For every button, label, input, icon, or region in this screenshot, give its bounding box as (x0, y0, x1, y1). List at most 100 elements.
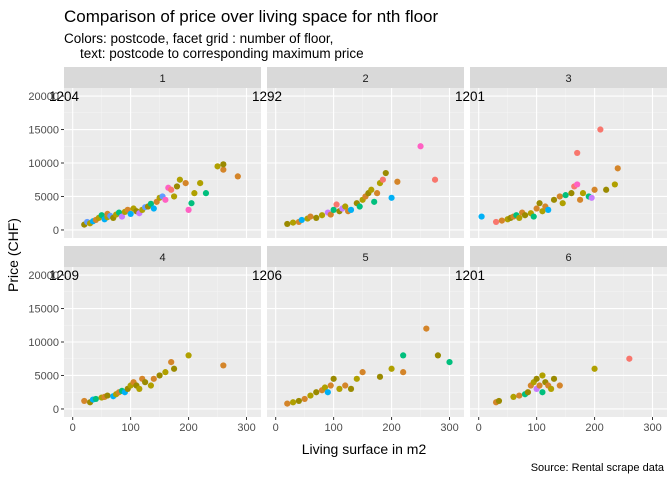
data-point (170, 365, 178, 372)
data-point (127, 210, 134, 217)
data-point (400, 352, 407, 359)
data-point (342, 203, 349, 210)
data-point (321, 384, 329, 391)
chart-subtitle-line-1: Colors: postcode, facet grid : number of… (64, 31, 333, 46)
data-point (284, 220, 291, 228)
data-point (330, 375, 337, 382)
max-price-postcode-label: 1201 (455, 89, 485, 104)
chart-caption: Source: Rental scrape data (531, 462, 665, 474)
y-axis-title: Price (CHF) (5, 218, 21, 292)
data-point (556, 193, 563, 200)
facet-strip-label: 4 (159, 252, 165, 264)
facet-panel-6: 6 1201 0 100 200 300 (455, 246, 667, 434)
data-point (156, 372, 163, 379)
data-point (307, 213, 314, 220)
chart-title: Comparison of price over living space fo… (64, 7, 439, 26)
data-point (533, 205, 540, 212)
data-point (591, 365, 598, 372)
facet-strip-label: 5 (362, 252, 368, 264)
data-point (301, 395, 308, 403)
data-point (556, 382, 563, 389)
data-point (142, 379, 149, 386)
data-point (81, 397, 88, 405)
data-point (318, 212, 326, 219)
data-point (379, 176, 386, 183)
data-point (423, 325, 430, 332)
data-point (185, 352, 192, 359)
data-point (330, 206, 337, 213)
x-tick-label: 200 (179, 422, 197, 434)
data-point (591, 186, 598, 193)
data-point (539, 389, 546, 396)
facet-strip-label: 3 (565, 73, 571, 85)
facet-panels: 1120405000100001500020000212923120141209… (28, 67, 667, 434)
data-point (347, 206, 355, 213)
y-tick-label: 5000 (35, 191, 59, 203)
y-tick-label: 20000 (28, 270, 59, 282)
max-price-postcode-label: 1292 (252, 89, 282, 104)
data-point (220, 362, 227, 369)
max-price-postcode-label: 1204 (49, 89, 80, 104)
max-price-postcode-label: 1201 (455, 268, 485, 283)
data-point (533, 375, 540, 382)
data-point (313, 389, 320, 396)
data-point (492, 218, 500, 226)
data-point (336, 385, 343, 392)
data-point (550, 375, 558, 382)
data-point (434, 352, 442, 359)
data-point (214, 163, 221, 170)
data-point (417, 143, 424, 150)
x-tick-label: 0 (476, 422, 482, 434)
data-point (382, 169, 389, 177)
facet-strip (267, 67, 464, 88)
data-point (176, 176, 183, 183)
chart-subtitle-line-2: text: postcode to corresponding maximum … (80, 46, 364, 61)
y-tick-label: 15000 (28, 304, 59, 316)
data-point (197, 179, 204, 187)
x-axis-title: Living surface in m2 (302, 441, 427, 457)
data-point (162, 369, 169, 376)
x-tick-label: 200 (382, 422, 400, 434)
facet-strip (64, 246, 261, 267)
data-point (611, 181, 618, 188)
data-point (284, 400, 291, 407)
x-tick-label: 100 (121, 422, 139, 434)
data-point (347, 385, 355, 392)
data-point (295, 397, 302, 405)
data-point (431, 176, 439, 183)
y-tick-label: 20000 (28, 91, 59, 103)
facet-strip (267, 246, 464, 267)
data-point (147, 200, 155, 207)
data-point (356, 203, 363, 210)
data-point (516, 392, 523, 399)
data-point (191, 190, 198, 197)
x-tick-label: 0 (273, 422, 279, 434)
y-tick-label: 5000 (35, 370, 59, 382)
facet-strip (470, 67, 667, 88)
data-point (536, 382, 543, 389)
data-point (368, 186, 375, 193)
data-point (289, 399, 297, 406)
data-point (550, 196, 558, 203)
data-point (539, 208, 546, 215)
data-point (597, 126, 604, 133)
data-point (333, 201, 340, 208)
data-point (539, 372, 546, 379)
data-point (614, 165, 621, 172)
y-tick-label: 10000 (28, 158, 59, 170)
data-point (307, 392, 314, 399)
data-point (579, 190, 587, 197)
y-tick-label: 0 (53, 225, 59, 237)
facet-panel-1: 1 1204 0 5000 10000 15000 20000 (28, 67, 261, 238)
data-point (548, 385, 555, 392)
data-point (353, 375, 360, 382)
data-point (147, 382, 155, 389)
data-point (327, 382, 334, 389)
data-point (446, 358, 453, 366)
data-point (568, 190, 575, 197)
x-tick-label: 300 (440, 422, 458, 434)
data-point (136, 385, 143, 392)
data-point (521, 212, 529, 219)
